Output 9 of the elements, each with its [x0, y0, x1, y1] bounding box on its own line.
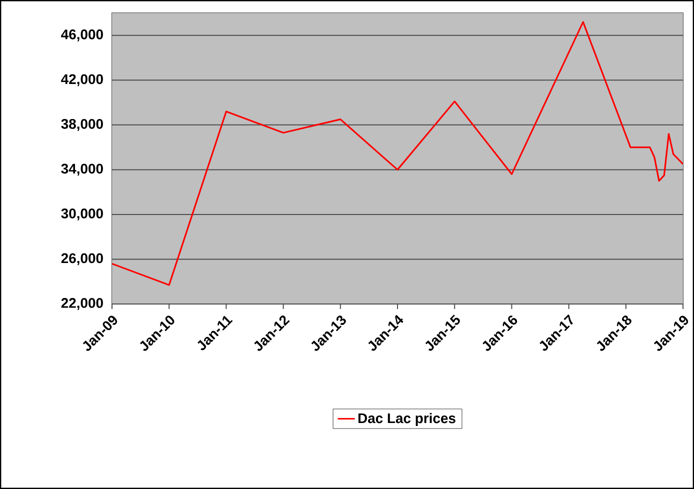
y-tick-label: 38,000 [61, 118, 103, 131]
line-series [112, 21, 684, 286]
y-tick-label: 30,000 [61, 208, 103, 220]
y-tick-label: 46,000 [61, 29, 103, 42]
legend-label: Dac Lac prices [358, 412, 456, 426]
y-tick-label: 42,000 [61, 74, 103, 86]
y-tick-label: 26,000 [61, 253, 103, 266]
y-tick-label: 34,000 [61, 164, 103, 176]
y-tick-label: 22,000 [61, 298, 103, 310]
